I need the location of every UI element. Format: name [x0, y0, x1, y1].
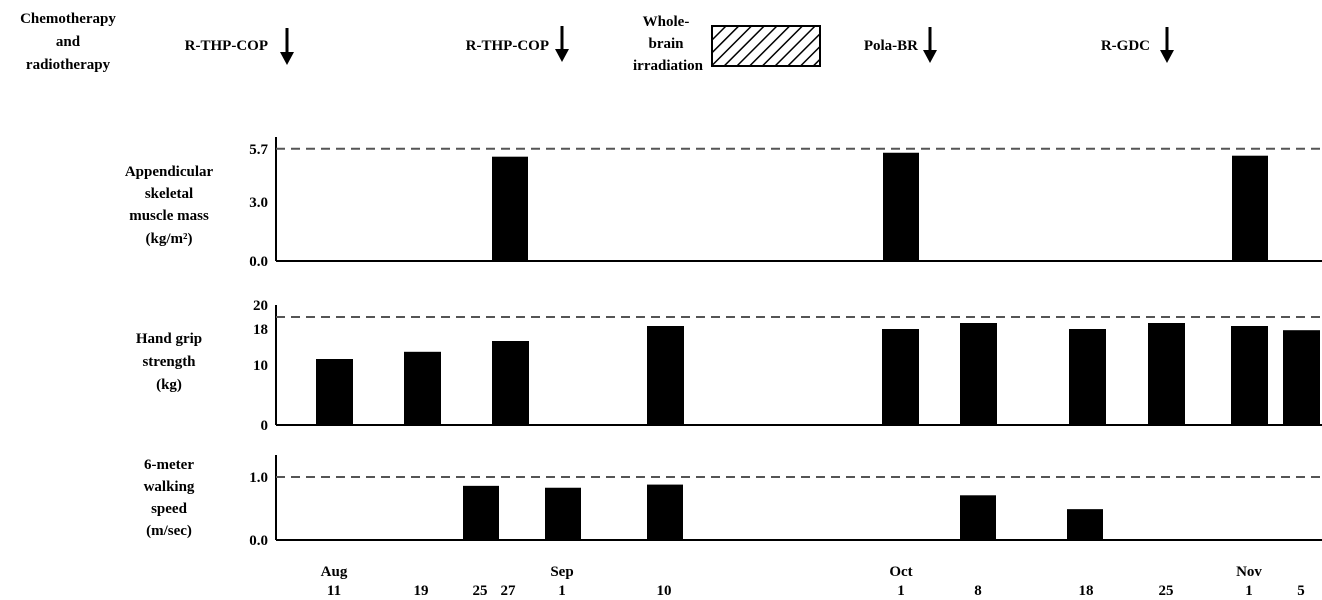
bar	[1231, 326, 1268, 425]
event-label-whole-line-2: brain	[648, 36, 684, 52]
bar	[463, 485, 499, 540]
bar	[647, 326, 684, 425]
month-label: Nov	[1236, 564, 1262, 580]
panel-1-ylabel-line-2: skeletal	[145, 186, 193, 202]
bar	[316, 359, 353, 425]
arrow-down-icon	[923, 27, 937, 63]
day-label: 1	[897, 583, 905, 599]
bar	[647, 484, 683, 540]
panel-2-marks: 0 10 18 20	[253, 298, 1322, 434]
panel-1-ylabel-line-3: muscle mass	[129, 208, 209, 224]
bar	[1067, 509, 1103, 540]
panel-1-ylabel-line-4: (kg/m²)	[146, 231, 193, 247]
day-label: 8	[974, 583, 982, 599]
event-label-r-gdc: R-GDC	[1101, 38, 1150, 54]
y-tick-label: 10	[253, 358, 268, 374]
panel-3-ylabel-line-3: speed	[151, 501, 187, 517]
event-label-pola-br: Pola-BR	[864, 38, 918, 54]
event-label-r-thp-cop-2: R-THP-COP	[466, 38, 549, 54]
panel-3-ylabel-line-2: walking	[144, 479, 195, 495]
header-row-label-line-1: Chemotherapy	[20, 11, 116, 27]
y-tick-label: 0.0	[249, 254, 268, 270]
day-label: 5	[1297, 583, 1305, 599]
panel-2-ylabel-line-2: strength	[142, 354, 196, 370]
panel-3-marks: 0.0 1.0	[249, 455, 1322, 549]
bar	[1283, 330, 1320, 425]
header-row-label-line-2: and	[56, 34, 81, 50]
event-label-whole-line-3: irradiation	[633, 58, 704, 74]
bar	[545, 487, 581, 540]
arrow-down-icon	[555, 26, 569, 62]
bar	[960, 495, 996, 540]
arrow-down-icon	[280, 28, 294, 65]
panel-1-marks: 0.0 3.0 5.7	[249, 137, 1322, 270]
day-label: 27	[501, 583, 517, 599]
day-label: 25	[473, 583, 488, 599]
panel-1-ylabel-line-1: Appendicular	[125, 164, 214, 180]
panel-3-ylabel-line-4: (m/sec)	[146, 523, 192, 539]
treatment-header: Chemotherapy and radiotherapy R-THP-COP …	[20, 11, 1174, 74]
day-label: 1	[1245, 583, 1253, 599]
day-label: 10	[657, 583, 672, 599]
panel-3-ylabel-line-1: 6-meter	[144, 457, 194, 473]
day-label: 1	[558, 583, 566, 599]
bar	[1148, 323, 1185, 425]
y-tick-label: 20	[253, 298, 268, 314]
bar	[1232, 155, 1268, 261]
y-tick-label: 0	[261, 418, 269, 434]
bar	[882, 329, 919, 425]
bar	[960, 323, 997, 425]
day-label: 11	[327, 583, 341, 599]
month-label: Aug	[321, 564, 348, 580]
y-tick-label: 1.0	[249, 470, 268, 486]
header-row-label-line-3: radiotherapy	[26, 57, 111, 73]
bar	[404, 351, 441, 425]
bar	[492, 341, 529, 425]
bar	[883, 152, 919, 261]
arrow-down-icon	[1160, 27, 1174, 63]
y-tick-label: 18	[253, 322, 268, 338]
bar	[492, 156, 528, 261]
month-label: Sep	[550, 564, 573, 580]
panel-2-ylabel-line-3: (kg)	[156, 377, 182, 393]
event-label-whole-line-1: Whole-	[643, 14, 690, 30]
y-tick-label: 5.7	[249, 142, 268, 158]
day-label: 19	[414, 583, 429, 599]
panel-muscle-mass: Appendicular skeletal muscle mass (kg/m²…	[125, 137, 1322, 270]
panel-2-ylabel-line-1: Hand grip	[136, 331, 202, 347]
whole-brain-irradiation-period	[711, 25, 821, 67]
panel-hand-grip: Hand grip strength (kg) 0 10 18 20	[136, 298, 1322, 434]
bar	[1069, 329, 1106, 425]
y-tick-label: 3.0	[249, 195, 268, 211]
y-tick-label: 0.0	[249, 533, 268, 549]
day-label: 25	[1159, 583, 1174, 599]
month-label: Oct	[889, 564, 912, 580]
day-label: 18	[1079, 583, 1094, 599]
panel-walking-speed: 6-meter walking speed (m/sec) 0.0 1.0	[144, 455, 1322, 549]
event-label-r-thp-cop-1: R-THP-COP	[185, 38, 268, 54]
